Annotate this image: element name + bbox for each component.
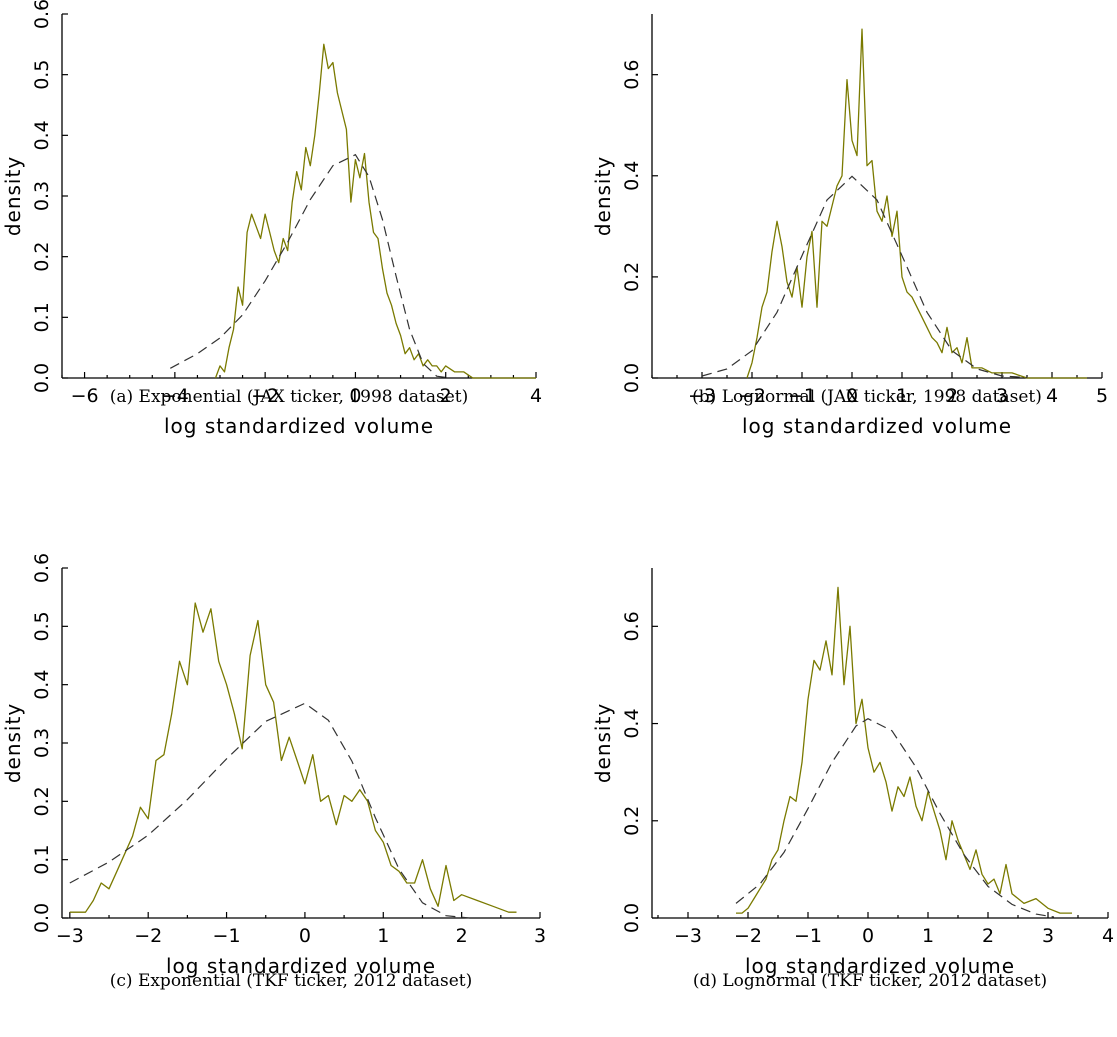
panel-caption: (c) Exponential (TKF ticker, 2012 datase… [110, 971, 473, 991]
empirical-density-line [69, 602, 517, 913]
x-tick-label: 1 [896, 385, 908, 407]
empirical-density-line [736, 586, 1072, 914]
x-tick-label: 1 [377, 925, 389, 947]
y-tick-label: 0.4 [621, 708, 643, 738]
x-tick-label: 2 [982, 925, 994, 947]
y-tick-label: 0.1 [31, 845, 53, 875]
fitted-density-line [69, 702, 470, 919]
x-tick-label: 0 [862, 925, 874, 947]
x-tick-label: 4 [1046, 385, 1058, 407]
x-tick-label: −3 [674, 925, 702, 947]
x-tick-label: 3 [996, 385, 1008, 407]
x-tick-label: −1 [213, 925, 241, 947]
x-tick-label: 0 [846, 385, 858, 407]
y-axis-label: density [591, 156, 615, 236]
y-tick-label: 0.0 [621, 903, 643, 933]
y-tick-label: 0.1 [31, 302, 53, 332]
empirical-density-line [746, 28, 1087, 379]
y-axis-label: density [1, 156, 25, 236]
empirical-density-line [214, 43, 536, 379]
x-tick-label: 0 [349, 385, 361, 407]
x-axis-label: log standardized volume [745, 954, 1015, 978]
panel-d: −3 −2 −1 0 1 2 3 4 0.0 0.2 0.4 0.6 log standardized … [591, 568, 1114, 991]
y-tick-label: 0.6 [31, 0, 53, 29]
x-tick-label: 4 [530, 385, 542, 407]
y-tick-label: 0.0 [31, 903, 53, 933]
x-axis-label: log standardized volume [166, 954, 436, 978]
x-tick-label: −2 [251, 385, 279, 407]
panel-c: −3 −2 −1 0 1 2 3 0.0 0.1 0.2 0.3 0.4 0.5 0.6 log stand… [1, 553, 546, 991]
fitted-density-line [701, 175, 1028, 379]
x-axis-label: log standardized volume [164, 414, 434, 438]
fitted-density-line [170, 153, 451, 379]
y-tick-label: 0.6 [621, 611, 643, 641]
x-tick-label: −1 [788, 385, 816, 407]
y-tick-label: 0.0 [621, 363, 643, 393]
y-tick-label: 0.6 [621, 60, 643, 90]
y-tick-label: 0.5 [31, 60, 53, 90]
x-tick-label: 2 [946, 385, 958, 407]
x-tick-label: −4 [161, 385, 189, 407]
y-tick-label: 0.5 [31, 611, 53, 641]
y-axis-label: density [591, 703, 615, 783]
x-tick-label: −3 [688, 385, 716, 407]
x-tick-label: −3 [56, 925, 84, 947]
panel-a: −6 −4 −2 0 2 4 0.0 0.1 0.2 0.3 0.4 0.5 0.6 log standa… [1, 0, 542, 438]
x-tick-label: 3 [1042, 925, 1054, 947]
y-tick-label: 0.2 [31, 786, 53, 816]
x-tick-label: −1 [794, 925, 822, 947]
y-tick-label: 0.2 [31, 242, 53, 272]
fitted-density-line [735, 718, 1055, 918]
panel-b: −3 −2 −1 0 1 2 3 4 5 0.0 0.2 0.4 0.6 log standardized… [591, 14, 1108, 438]
x-axis-label: log standardized volume [742, 414, 1012, 438]
x-tick-label: 2 [440, 385, 452, 407]
x-tick-label: 1 [922, 925, 934, 947]
y-tick-label: 0.4 [31, 120, 53, 150]
x-tick-label: 3 [534, 925, 546, 947]
y-tick-label: 0.2 [621, 262, 643, 292]
x-tick-label: −2 [734, 925, 762, 947]
y-tick-label: 0.4 [31, 670, 53, 700]
y-tick-label: 0.3 [31, 728, 53, 758]
x-tick-label: −6 [71, 385, 99, 407]
x-tick-label: 5 [1096, 385, 1108, 407]
y-tick-label: 0.0 [31, 363, 53, 393]
x-tick-label: 2 [456, 925, 468, 947]
y-tick-label: 0.4 [621, 161, 643, 191]
panel-caption: (d) Lognormal (TKF ticker, 2012 dataset) [693, 971, 1047, 991]
x-tick-label: 4 [1102, 925, 1114, 947]
panel-caption: (a) Exponential (JAX ticker, 1998 datase… [110, 387, 468, 407]
y-tick-label: 0.3 [31, 181, 53, 211]
y-tick-label: 0.6 [31, 553, 53, 583]
y-tick-label: 0.2 [621, 806, 643, 836]
panel-caption: (b) Lognormal (JAX ticker, 1998 dataset) [692, 387, 1042, 407]
x-tick-label: −2 [738, 385, 766, 407]
x-tick-label: −2 [134, 925, 162, 947]
x-tick-label: 0 [299, 925, 311, 947]
y-axis-label: density [1, 703, 25, 783]
